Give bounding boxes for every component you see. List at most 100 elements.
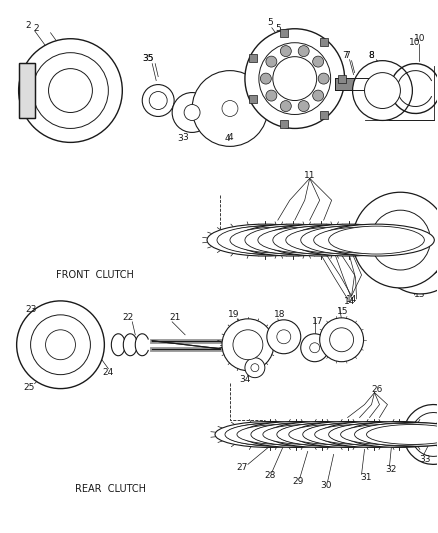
Ellipse shape	[245, 226, 341, 254]
Text: 19: 19	[228, 310, 240, 319]
Ellipse shape	[207, 224, 323, 256]
Ellipse shape	[286, 227, 384, 253]
Text: 11: 11	[304, 171, 315, 180]
Circle shape	[280, 46, 291, 56]
Circle shape	[245, 29, 345, 128]
Ellipse shape	[263, 424, 355, 445]
Circle shape	[378, 210, 438, 294]
Circle shape	[31, 315, 90, 375]
Text: 10: 10	[409, 38, 420, 47]
Circle shape	[49, 69, 92, 112]
Circle shape	[273, 56, 317, 101]
Text: 24: 24	[103, 368, 114, 377]
Circle shape	[142, 85, 174, 117]
Text: 13: 13	[416, 286, 427, 294]
Text: 8: 8	[369, 51, 374, 60]
Bar	[248, 95, 257, 103]
Ellipse shape	[258, 227, 356, 253]
Ellipse shape	[341, 424, 432, 445]
Text: 5: 5	[275, 25, 281, 33]
Text: 25: 25	[23, 383, 34, 392]
Ellipse shape	[293, 422, 403, 447]
Ellipse shape	[237, 424, 328, 445]
Text: 29: 29	[292, 477, 304, 486]
Ellipse shape	[314, 424, 406, 445]
Bar	[335, 78, 374, 90]
Text: 23: 23	[25, 305, 36, 314]
Text: 31: 31	[360, 473, 371, 482]
Text: 28: 28	[264, 471, 276, 480]
Text: 33: 33	[420, 455, 431, 464]
Text: 7: 7	[344, 51, 350, 60]
Text: 5: 5	[267, 18, 273, 27]
Ellipse shape	[230, 227, 328, 253]
Ellipse shape	[247, 225, 367, 255]
Circle shape	[320, 318, 364, 362]
Ellipse shape	[273, 226, 368, 254]
Circle shape	[260, 73, 271, 84]
Circle shape	[277, 330, 291, 344]
Text: 18: 18	[274, 310, 286, 319]
Ellipse shape	[267, 422, 377, 447]
Text: 34: 34	[239, 375, 251, 384]
Text: 35: 35	[142, 54, 154, 63]
Ellipse shape	[319, 422, 428, 447]
Ellipse shape	[319, 224, 434, 256]
Text: 13: 13	[413, 290, 425, 300]
Circle shape	[313, 56, 324, 67]
Circle shape	[172, 93, 212, 132]
Circle shape	[267, 320, 301, 354]
Circle shape	[259, 43, 331, 115]
Text: 26: 26	[372, 385, 383, 394]
Text: 12: 12	[416, 257, 427, 266]
Circle shape	[364, 72, 400, 109]
Bar	[19, 63, 35, 118]
Bar	[280, 120, 288, 128]
Circle shape	[313, 90, 324, 101]
Ellipse shape	[328, 226, 424, 254]
Text: 14: 14	[344, 297, 355, 306]
Bar	[320, 38, 328, 46]
Ellipse shape	[289, 424, 381, 445]
Text: 22: 22	[123, 313, 134, 322]
Text: 27: 27	[236, 463, 247, 472]
Circle shape	[233, 330, 263, 360]
Ellipse shape	[277, 424, 367, 446]
Circle shape	[301, 334, 328, 362]
Circle shape	[318, 73, 329, 84]
Ellipse shape	[367, 424, 438, 445]
Circle shape	[353, 192, 438, 288]
Bar	[19, 63, 35, 118]
Circle shape	[19, 39, 122, 142]
Bar	[248, 54, 257, 62]
Ellipse shape	[251, 424, 341, 446]
Text: 4: 4	[224, 134, 230, 143]
Text: 7: 7	[342, 51, 347, 60]
Text: 3: 3	[177, 134, 183, 143]
Text: 21: 21	[170, 313, 181, 322]
Circle shape	[222, 319, 274, 370]
Ellipse shape	[219, 225, 339, 255]
Ellipse shape	[226, 423, 339, 447]
Ellipse shape	[291, 224, 406, 256]
Ellipse shape	[241, 422, 350, 447]
Circle shape	[353, 61, 413, 120]
Circle shape	[17, 301, 104, 389]
Circle shape	[371, 210, 430, 270]
Circle shape	[266, 90, 277, 101]
Text: FRONT  CLUTCH: FRONT CLUTCH	[57, 270, 134, 280]
Text: 30: 30	[320, 481, 332, 490]
Text: 12: 12	[413, 263, 425, 272]
Ellipse shape	[330, 423, 438, 447]
Text: REAR  CLUTCH: REAR CLUTCH	[75, 484, 146, 494]
Circle shape	[46, 330, 75, 360]
Circle shape	[266, 56, 277, 67]
Text: 10: 10	[413, 34, 425, 43]
Ellipse shape	[345, 422, 438, 447]
Ellipse shape	[355, 424, 438, 446]
Circle shape	[149, 92, 167, 109]
Ellipse shape	[301, 226, 396, 254]
Text: 3: 3	[182, 133, 188, 142]
Ellipse shape	[235, 224, 350, 256]
Text: 35: 35	[142, 54, 154, 63]
